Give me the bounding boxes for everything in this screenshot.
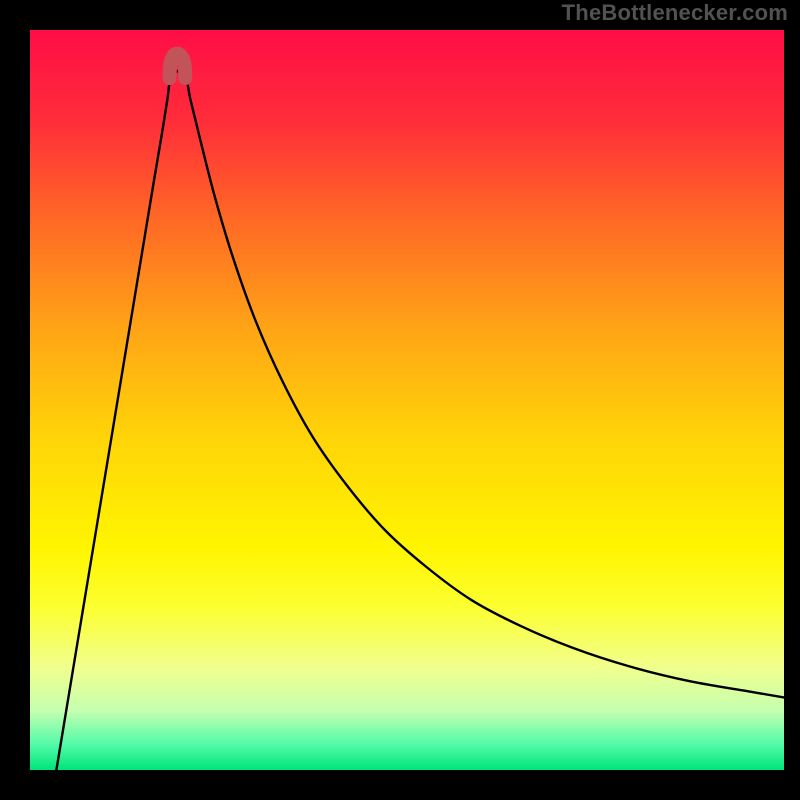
valley-marker	[169, 54, 185, 78]
bottleneck-curve	[56, 71, 784, 770]
chart-container: TheBottlenecker.com	[0, 0, 800, 800]
curve-layer	[30, 30, 784, 770]
plot-area	[30, 30, 784, 770]
watermark-text: TheBottlenecker.com	[562, 0, 788, 26]
